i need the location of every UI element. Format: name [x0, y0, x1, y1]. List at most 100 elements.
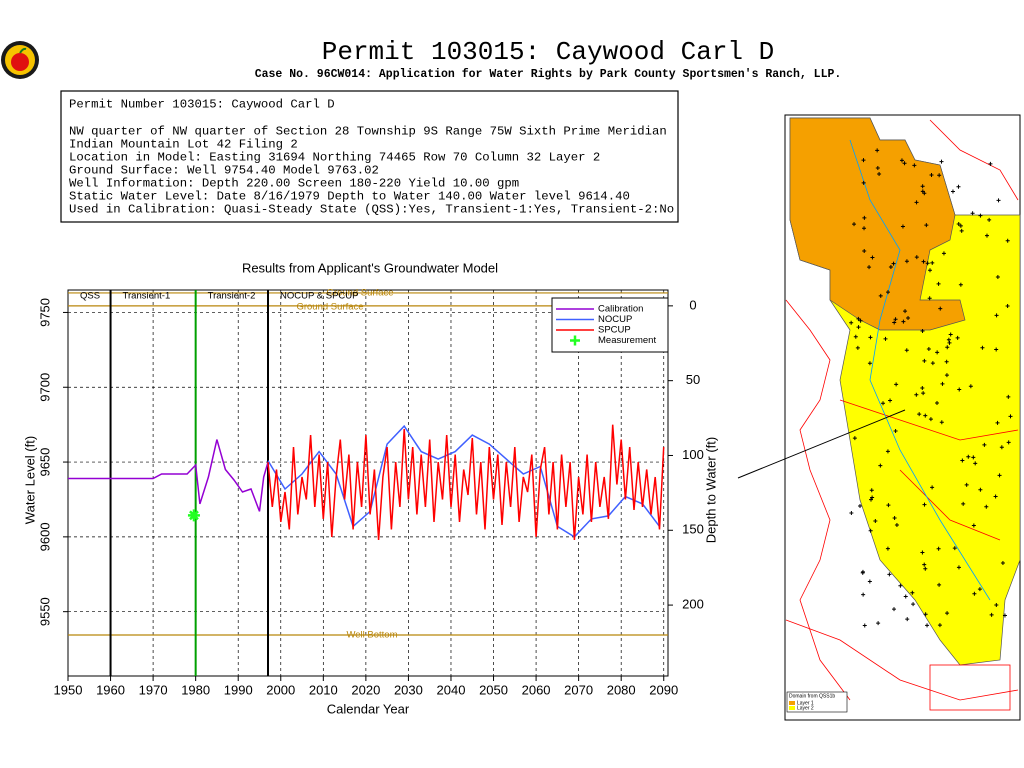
period-label: Transient-2: [208, 291, 256, 302]
map-legend-title: Domain from QSS1b: [789, 693, 835, 699]
well: [867, 579, 872, 584]
well: [893, 428, 898, 433]
well: [920, 189, 925, 194]
well: [912, 163, 917, 168]
layer-1: [789, 117, 966, 331]
well: [883, 336, 888, 341]
well: [996, 198, 1001, 203]
well: [861, 158, 866, 163]
well: [971, 523, 976, 528]
well: [922, 502, 927, 507]
well: [936, 546, 941, 551]
well: [1005, 238, 1010, 243]
info-line: Ground Surface: Well 9754.40 Model 9763.…: [69, 163, 379, 177]
page-title: Permit 103015: Caywood Carl D: [322, 37, 774, 67]
info-line: Used in Calibration: Quasi-Steady State …: [69, 202, 674, 216]
well: [926, 347, 931, 352]
rivers: [849, 139, 991, 601]
well: [910, 590, 915, 595]
well: [947, 340, 952, 345]
streams: [785, 119, 1019, 711]
well: [868, 497, 873, 502]
y-axis-label: Water Level (ft): [22, 436, 37, 524]
page-subtitle: Case No. 96CW014: Application for Water …: [255, 68, 842, 81]
well: [860, 570, 865, 575]
measurement-point: [187, 509, 200, 522]
reference-label: Ground Surface: [326, 287, 393, 298]
well: [973, 461, 978, 466]
y2-tick-label: 100: [682, 447, 704, 462]
well: [892, 515, 897, 520]
well: [970, 211, 975, 216]
well: [937, 623, 942, 628]
chart: Results from Applicant's Groundwater Mod…: [22, 260, 718, 716]
legend-swatch: [570, 335, 580, 346]
x-tick-label: 2070: [564, 682, 593, 697]
well: [994, 313, 999, 318]
info-line: Static Water Level: Date 8/16/1979 Depth…: [69, 189, 630, 203]
well: [939, 159, 944, 164]
map: Domain from QSS1b Layer 1 Layer 2: [737, 114, 1021, 721]
well: [861, 180, 866, 185]
well: [978, 213, 983, 218]
period-label: QSS: [80, 291, 100, 302]
info-lines: Permit Number 103015: Caywood Carl D NW q…: [69, 97, 674, 216]
x-tick-label: 2020: [351, 682, 380, 697]
well: [966, 454, 971, 459]
map-legend: [786, 691, 848, 713]
x-tick-label: 2010: [309, 682, 338, 697]
well: [886, 503, 891, 508]
info-box: [60, 90, 679, 223]
well: [870, 255, 875, 260]
well: [867, 265, 872, 270]
well: [875, 165, 880, 170]
well: [911, 602, 916, 607]
well: [920, 329, 925, 334]
well: [987, 217, 992, 222]
well: [988, 161, 993, 166]
well: [903, 309, 908, 314]
well: [957, 387, 962, 392]
well: [888, 398, 893, 403]
well: [922, 358, 927, 363]
well: [862, 215, 867, 220]
well: [849, 320, 854, 325]
map-legend-label: Layer 2: [797, 705, 814, 711]
well: [917, 412, 922, 417]
chart-title: Results from Applicant's Groundwater Mod…: [242, 260, 498, 275]
well: [945, 611, 950, 616]
x-tick-label: 1990: [224, 682, 253, 697]
well: [892, 320, 897, 325]
legend-label: NOCUP: [598, 314, 632, 325]
well: [980, 345, 985, 350]
well: [956, 565, 961, 570]
well: [968, 384, 973, 389]
period-label: Transient-1: [123, 291, 171, 302]
well: [862, 623, 867, 628]
x-tick-label: 1950: [54, 682, 83, 697]
x-tick-label: 2060: [522, 682, 551, 697]
well: [994, 347, 999, 352]
well: [937, 173, 942, 178]
y2-tick-label: 50: [686, 372, 700, 387]
well: [1000, 560, 1005, 565]
well: [977, 587, 982, 592]
well: [873, 518, 878, 523]
legend-box: [551, 297, 669, 353]
well: [901, 319, 906, 324]
well: [900, 224, 905, 229]
x-tick-label: 2050: [479, 682, 508, 697]
well: [999, 445, 1004, 450]
well: [903, 594, 908, 599]
well: [938, 306, 943, 311]
well: [920, 385, 925, 390]
well: [993, 494, 998, 499]
well: [885, 546, 890, 551]
well: [995, 420, 1000, 425]
well: [868, 528, 873, 533]
reference-label: Well Bottom: [346, 630, 397, 641]
well: [956, 221, 961, 226]
well: [899, 158, 904, 163]
well: [902, 161, 907, 166]
